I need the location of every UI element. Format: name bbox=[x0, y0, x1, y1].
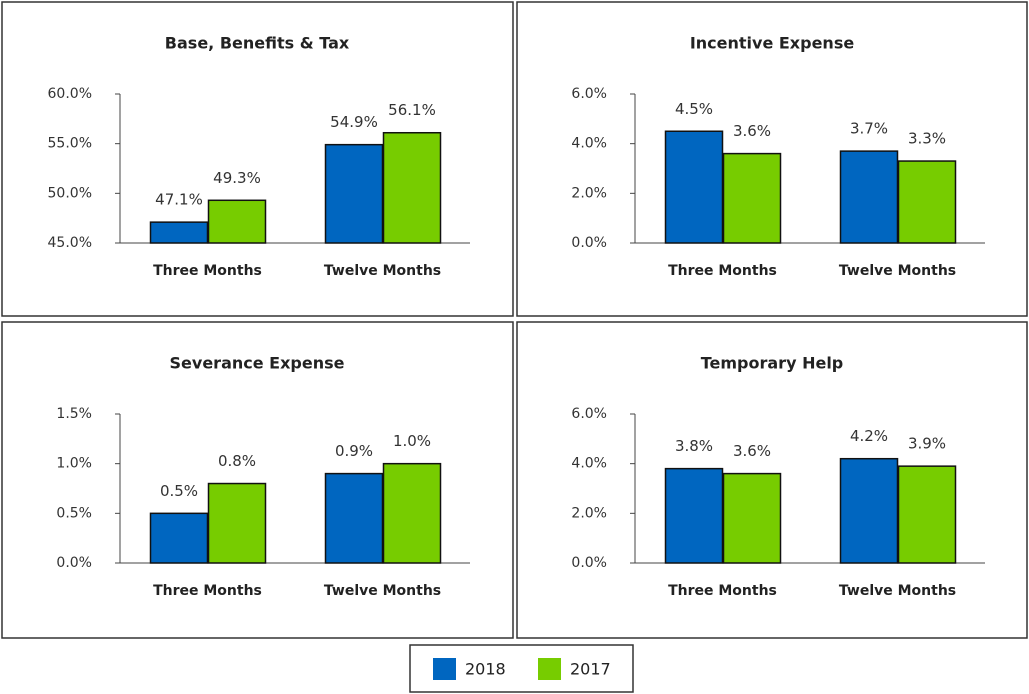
value-label: 3.3% bbox=[908, 130, 946, 148]
value-label: 3.8% bbox=[675, 437, 713, 455]
chart-title: Temporary Help bbox=[701, 354, 844, 373]
value-label: 3.6% bbox=[733, 122, 771, 140]
x-tick-label: Twelve Months bbox=[324, 583, 441, 599]
x-tick-label: Twelve Months bbox=[839, 583, 956, 599]
x-tick-label: Three Months bbox=[153, 263, 262, 279]
value-label: 49.3% bbox=[213, 169, 261, 187]
bar bbox=[149, 221, 209, 244]
bar bbox=[324, 143, 384, 244]
value-label: 3.6% bbox=[733, 442, 771, 460]
bar bbox=[664, 467, 724, 564]
y-tick-label: 2.0% bbox=[571, 505, 607, 521]
bar bbox=[897, 465, 957, 564]
bar bbox=[207, 482, 267, 564]
chart-title: Incentive Expense bbox=[690, 34, 855, 53]
bar bbox=[324, 472, 384, 564]
value-label: 4.5% bbox=[675, 100, 713, 118]
chart-title: Severance Expense bbox=[170, 354, 345, 373]
y-tick-label: 6.0% bbox=[571, 86, 607, 102]
bar bbox=[207, 199, 267, 244]
panel bbox=[1, 321, 514, 639]
panel bbox=[516, 1, 1028, 317]
y-tick-label: 2.0% bbox=[571, 185, 607, 201]
y-tick-label: 1.0% bbox=[56, 456, 92, 472]
chart-title: Base, Benefits & Tax bbox=[165, 34, 350, 53]
y-tick-label: 50.0% bbox=[48, 185, 92, 201]
bar bbox=[382, 462, 442, 564]
legend-swatch bbox=[433, 658, 456, 680]
y-tick-label: 4.0% bbox=[571, 456, 607, 472]
value-label: 3.7% bbox=[850, 120, 888, 138]
y-tick-label: 6.0% bbox=[571, 406, 607, 422]
value-label: 0.8% bbox=[218, 452, 256, 470]
bar bbox=[839, 150, 899, 244]
bar bbox=[382, 131, 442, 244]
legend-label: 2017 bbox=[570, 660, 611, 679]
y-tick-label: 0.0% bbox=[571, 235, 607, 251]
bar bbox=[664, 130, 724, 244]
bar bbox=[722, 472, 782, 564]
y-tick-label: 60.0% bbox=[48, 86, 92, 102]
bar bbox=[722, 152, 782, 244]
value-label: 54.9% bbox=[330, 113, 378, 131]
value-label: 56.1% bbox=[388, 101, 436, 119]
legend-swatch bbox=[538, 658, 561, 680]
panel bbox=[1, 1, 514, 317]
value-label: 47.1% bbox=[155, 191, 203, 209]
legend-label: 2018 bbox=[465, 660, 506, 679]
y-tick-label: 0.0% bbox=[571, 555, 607, 571]
bar bbox=[149, 512, 209, 564]
x-tick-label: Twelve Months bbox=[839, 263, 956, 279]
y-tick-label: 0.0% bbox=[56, 555, 92, 571]
value-label: 4.2% bbox=[850, 427, 888, 445]
value-label: 3.9% bbox=[908, 435, 946, 453]
x-tick-label: Twelve Months bbox=[324, 263, 441, 279]
value-label: 1.0% bbox=[393, 432, 431, 450]
legend bbox=[409, 644, 634, 693]
y-tick-label: 0.5% bbox=[56, 505, 92, 521]
y-tick-label: 1.5% bbox=[56, 406, 92, 422]
value-label: 0.5% bbox=[160, 482, 198, 500]
x-tick-label: Three Months bbox=[668, 583, 777, 599]
panel bbox=[516, 321, 1028, 639]
x-tick-label: Three Months bbox=[153, 583, 262, 599]
bar bbox=[839, 457, 899, 564]
y-tick-label: 55.0% bbox=[48, 136, 92, 152]
x-tick-label: Three Months bbox=[668, 263, 777, 279]
y-tick-label: 4.0% bbox=[571, 136, 607, 152]
y-tick-label: 45.0% bbox=[48, 235, 92, 251]
bar bbox=[897, 160, 957, 244]
value-label: 0.9% bbox=[335, 442, 373, 460]
